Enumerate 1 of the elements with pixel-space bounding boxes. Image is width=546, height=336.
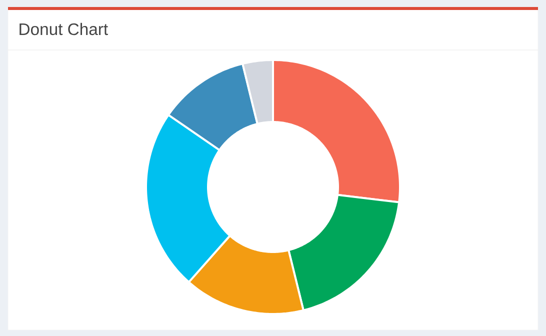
chart-title: Donut Chart [20,22,108,36]
